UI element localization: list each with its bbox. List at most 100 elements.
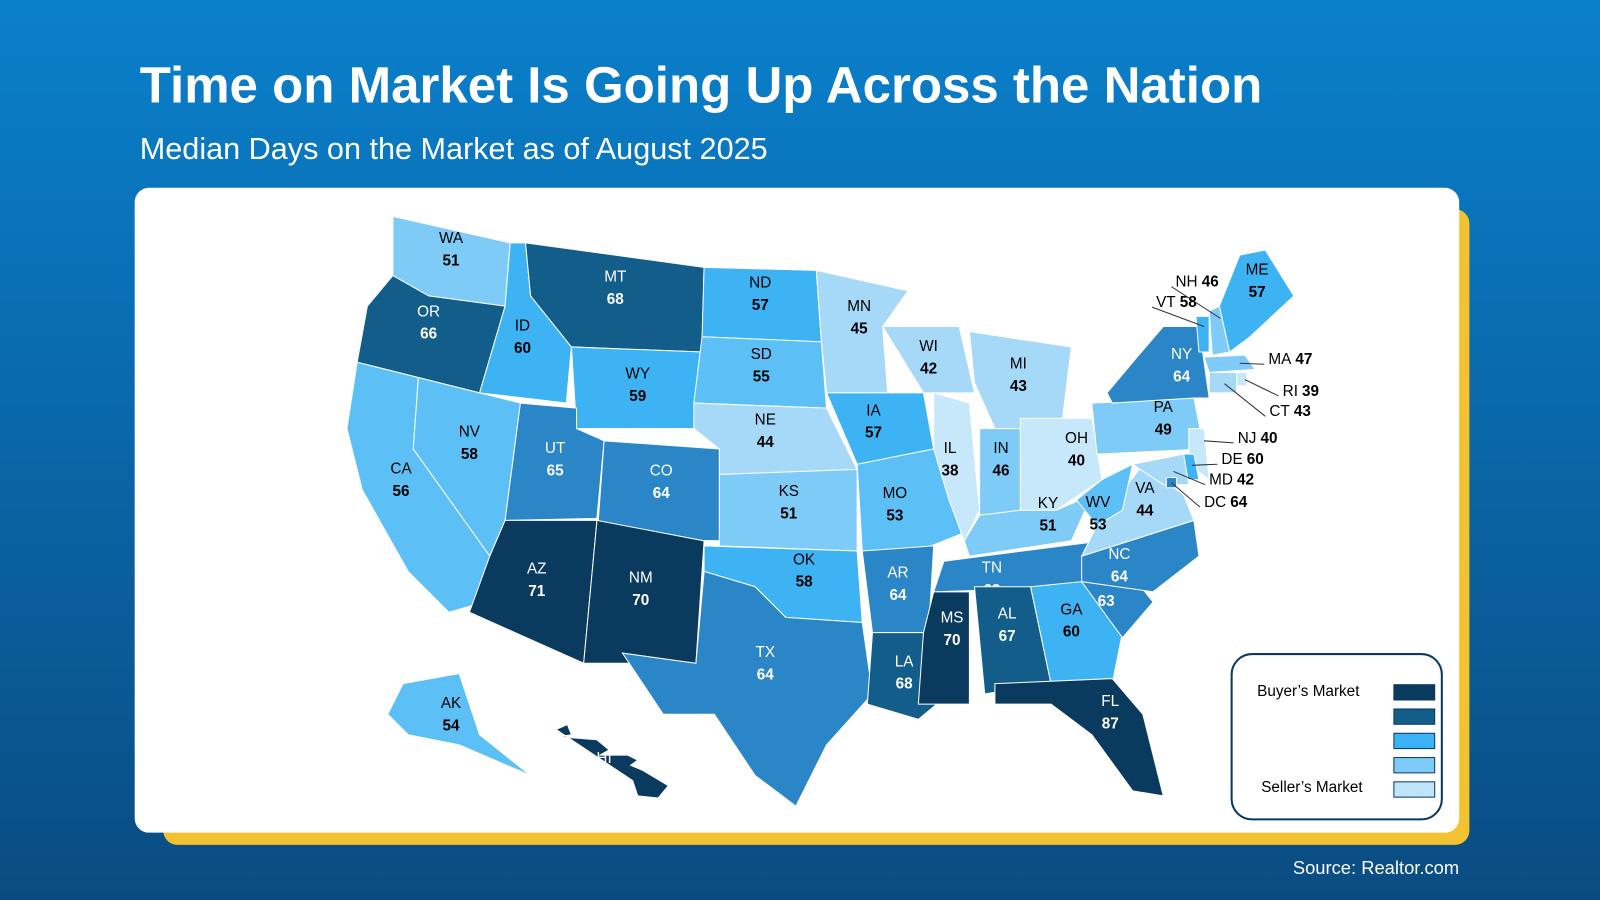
state-label: DC 64 [1204, 494, 1248, 511]
legend-swatch [1393, 708, 1436, 725]
state-abbr: NJ [1238, 430, 1257, 447]
state-abbr: TN [982, 559, 1002, 576]
state-abbr: WI [919, 338, 938, 355]
state-value: 66 [420, 326, 437, 343]
state-label: DE 60 [1221, 451, 1263, 468]
state-abbr: UT [545, 440, 565, 457]
state [1106, 326, 1210, 404]
state-value: 40 [1261, 430, 1278, 447]
state-value: 57 [752, 297, 769, 314]
state-value: 58 [1180, 294, 1198, 311]
state-abbr: NC [1108, 546, 1130, 563]
state-value: 56 [393, 483, 410, 500]
state-value: 45 [851, 321, 869, 338]
state-value: 44 [1136, 502, 1154, 519]
state-abbr: TX [756, 644, 776, 661]
state-value: 53 [886, 507, 903, 524]
state-value: 51 [780, 505, 798, 522]
state-abbr: CO [650, 462, 673, 479]
state-value: 46 [993, 462, 1010, 479]
state-label: CT 43 [1269, 403, 1311, 420]
state-value: 57 [1249, 284, 1266, 301]
state-abbr: AL [998, 605, 1017, 622]
state-abbr: MN [847, 298, 871, 315]
state-label: VT 58 [1156, 294, 1197, 311]
state-abbr: AK [441, 695, 462, 712]
state-abbr: VA [1135, 480, 1155, 497]
state-abbr: DC [1204, 494, 1226, 511]
state [994, 678, 1164, 797]
state-value: 70 [944, 632, 961, 649]
state [468, 519, 598, 665]
state-abbr: MD [1209, 472, 1233, 489]
leader-line [1239, 362, 1265, 365]
leader-line [1171, 286, 1221, 319]
title: Time on Market Is Going Up Across the Na… [140, 56, 1263, 113]
state-value: 88 [596, 773, 614, 790]
state [387, 672, 531, 776]
state-abbr: WV [1086, 494, 1111, 511]
legend-swatch [1393, 732, 1436, 750]
state-value: 49 [1155, 422, 1172, 439]
state [555, 723, 670, 799]
state-abbr: WY [625, 366, 650, 383]
state-value: 43 [1010, 378, 1027, 395]
legend-swatch [1393, 684, 1436, 701]
state-abbr: LA [895, 653, 915, 670]
state-label: MA 47 [1268, 351, 1312, 368]
state-value: 59 [629, 388, 646, 405]
state-abbr: MT [604, 269, 626, 286]
state-abbr: ME [1246, 261, 1269, 278]
state [1203, 354, 1257, 373]
state-value: 71 [528, 583, 546, 600]
legend-label: Buyer’s Market [1257, 683, 1360, 700]
state-abbr: MI [1010, 355, 1027, 372]
state-value: 40 [1068, 452, 1085, 469]
legend-swatch [1393, 781, 1436, 798]
state-value: 51 [1039, 518, 1057, 535]
state-value: 63 [1098, 593, 1115, 610]
state-value: 64 [757, 667, 775, 684]
state-value: 87 [1102, 716, 1119, 733]
leader-line [1151, 306, 1205, 328]
state-abbr: FL [1101, 693, 1119, 710]
state-value: 44 [757, 434, 775, 451]
state-value: 70 [632, 592, 649, 609]
state-abbr: KY [1038, 495, 1058, 512]
state-abbr: OH [1065, 430, 1088, 447]
state-abbr: ND [749, 275, 771, 292]
state-abbr: IN [993, 440, 1008, 457]
state-label: MD 42 [1209, 472, 1254, 489]
legend-label: Seller’s Market [1261, 779, 1363, 796]
state-abbr: MA [1268, 351, 1292, 368]
state-value: 60 [1063, 624, 1080, 641]
leader-line [1173, 470, 1206, 486]
state-value: 42 [920, 360, 937, 377]
state-abbr: AR [887, 565, 908, 582]
state-value: 67 [999, 628, 1016, 645]
leader-line [1191, 463, 1218, 466]
state-value: 58 [461, 446, 479, 463]
state-abbr: PA [1154, 399, 1174, 416]
state-abbr: SD [751, 346, 772, 363]
state-abbr: CA [390, 460, 412, 477]
state-label: NH 46 [1176, 274, 1219, 291]
state-abbr: NY [1171, 346, 1192, 363]
state [1218, 249, 1295, 353]
state-value: 39 [1302, 383, 1319, 400]
state-value: 68 [607, 291, 625, 308]
state [1029, 581, 1123, 685]
leader-line [1244, 379, 1279, 397]
state-value: 47 [1295, 351, 1312, 368]
state-abbr: NV [459, 424, 481, 441]
state-abbr: VT [1156, 294, 1176, 311]
state-abbr: MO [883, 485, 908, 502]
state-abbr: RI [1283, 383, 1298, 400]
state-abbr: GA [1060, 601, 1083, 618]
state-value: 64 [1230, 494, 1248, 511]
state-value: 42 [1237, 472, 1254, 489]
state-value: 60 [514, 340, 531, 357]
state-abbr: DE [1221, 451, 1242, 468]
state [917, 591, 970, 705]
state [1091, 397, 1205, 455]
